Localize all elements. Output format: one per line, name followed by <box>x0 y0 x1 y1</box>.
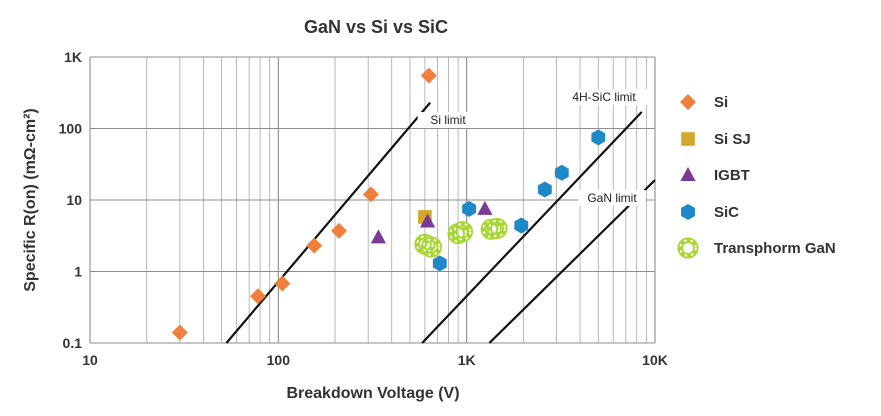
x-tick-label: 10 <box>82 352 98 368</box>
limit-line <box>225 101 432 344</box>
data-point <box>432 255 447 272</box>
ring-body <box>451 221 474 243</box>
ring-dots <box>449 224 467 243</box>
legend-label: Transphorm GaN <box>714 240 836 257</box>
data-point <box>477 200 493 215</box>
data-point <box>591 129 606 146</box>
data-point <box>419 213 436 228</box>
limit-lines: Si limit 4H-SiC limit GaN limit <box>225 89 656 344</box>
ring-dots <box>679 239 697 257</box>
data-point <box>420 67 437 84</box>
legend-marker <box>681 132 695 146</box>
series-transphorm-gan <box>414 217 508 258</box>
ring-body <box>677 237 699 259</box>
limit-line <box>488 179 656 344</box>
y-tick-label: 100 <box>59 121 83 137</box>
ring-dots <box>453 222 472 241</box>
ring-body <box>486 217 508 240</box>
data-point <box>370 229 387 244</box>
data-point <box>554 164 569 181</box>
data-point <box>362 186 379 203</box>
legend-marker <box>680 167 696 181</box>
x-tick-label: 10K <box>642 352 668 368</box>
series-igbt <box>370 200 493 244</box>
data-point <box>514 217 529 234</box>
limit-label: 4H-SiC limit <box>572 90 636 104</box>
data-point <box>274 275 291 292</box>
ring-dots <box>422 238 441 256</box>
data-point <box>486 217 508 240</box>
x-tick-label: 1K <box>458 352 476 368</box>
legend-marker <box>677 237 699 259</box>
legend: Si Si SJ IGBT SiC Transphorm GaN <box>677 94 836 259</box>
ring-dots <box>482 220 501 239</box>
y-tick-label: 1 <box>74 264 82 280</box>
limit-label: Si limit <box>430 113 466 127</box>
x-axis-label: Breakdown Voltage (V) <box>286 385 459 402</box>
data-point <box>462 200 477 217</box>
chart-title: GaN vs Si vs SiC <box>304 17 448 37</box>
limit-label-background <box>560 89 648 105</box>
limit-label-background <box>578 190 646 206</box>
legend-label: Si SJ <box>714 131 751 148</box>
x-tick-label: 100 <box>267 352 291 368</box>
limit-label: GaN limit <box>587 191 637 205</box>
data-points <box>171 67 606 341</box>
limit-line <box>421 111 643 344</box>
y-axis-label: Specific R(on) (mΩ-cm²) <box>22 108 39 292</box>
y-tick-label: 10 <box>66 192 82 208</box>
data-point <box>171 324 188 341</box>
series-sic <box>432 129 606 272</box>
legend-label: SiC <box>714 204 739 221</box>
series-si <box>171 67 437 341</box>
legend-marker <box>681 204 695 220</box>
legend-label: IGBT <box>714 167 750 184</box>
legend-label: Si <box>714 94 728 111</box>
data-point <box>331 222 348 239</box>
data-point <box>537 181 552 198</box>
data-point <box>451 221 474 243</box>
ring-dots <box>416 235 434 254</box>
legend-marker <box>680 94 696 110</box>
limit-label-background <box>417 112 479 128</box>
y-tick-label: 1K <box>64 49 82 65</box>
data-point <box>250 288 267 305</box>
data-point <box>420 236 442 258</box>
y-tick-label: 0.1 <box>63 335 83 351</box>
data-point <box>306 237 323 254</box>
tick-labels: 10 100 1K 10K 0.1 1 10 100 1K <box>59 49 668 368</box>
